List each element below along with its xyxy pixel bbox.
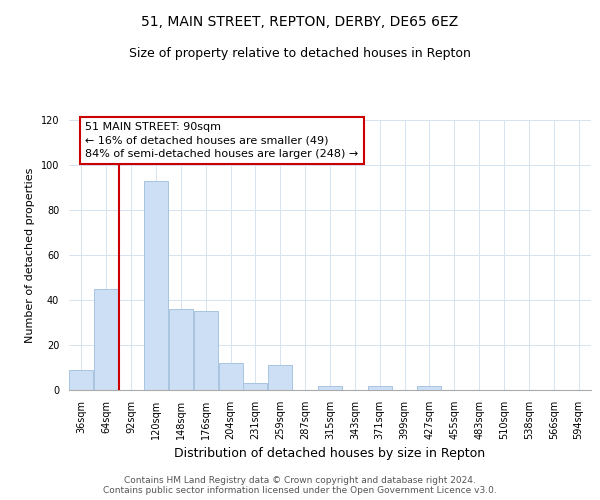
Bar — [70, 370, 94, 390]
Bar — [318, 386, 342, 390]
Bar — [144, 180, 168, 390]
Bar — [218, 363, 242, 390]
Bar — [418, 386, 442, 390]
Bar — [94, 289, 118, 390]
Bar — [268, 365, 292, 390]
Text: 51 MAIN STREET: 90sqm
← 16% of detached houses are smaller (49)
84% of semi-deta: 51 MAIN STREET: 90sqm ← 16% of detached … — [85, 122, 358, 158]
Text: Size of property relative to detached houses in Repton: Size of property relative to detached ho… — [129, 48, 471, 60]
Bar — [169, 309, 193, 390]
Text: 51, MAIN STREET, REPTON, DERBY, DE65 6EZ: 51, MAIN STREET, REPTON, DERBY, DE65 6EZ — [142, 15, 458, 29]
X-axis label: Distribution of detached houses by size in Repton: Distribution of detached houses by size … — [175, 448, 485, 460]
Text: Contains HM Land Registry data © Crown copyright and database right 2024.
Contai: Contains HM Land Registry data © Crown c… — [103, 476, 497, 495]
Bar — [368, 386, 392, 390]
Y-axis label: Number of detached properties: Number of detached properties — [25, 168, 35, 342]
Bar — [244, 383, 268, 390]
Bar — [194, 311, 218, 390]
